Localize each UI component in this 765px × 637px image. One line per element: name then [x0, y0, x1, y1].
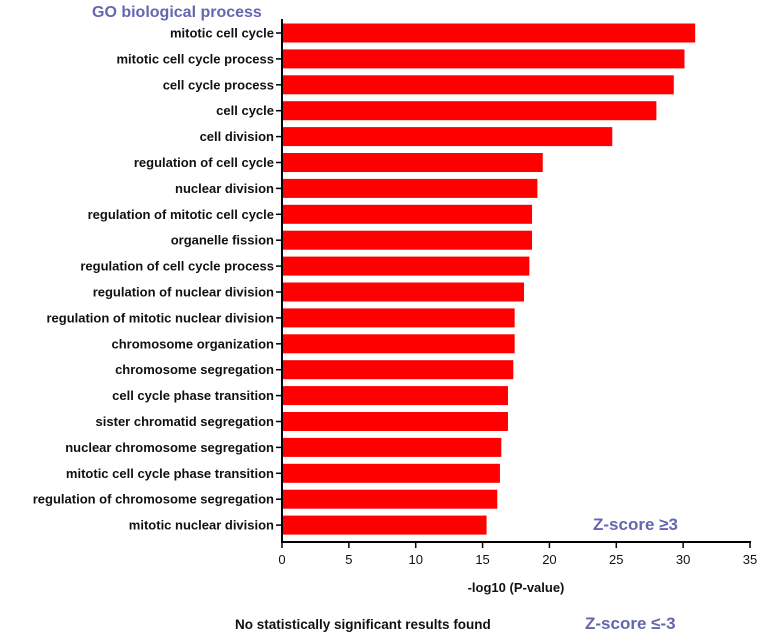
x-tick-label: 5	[345, 552, 352, 567]
bar	[282, 437, 502, 457]
category-label: sister chromatid segregation	[96, 414, 274, 429]
x-tick-label: 30	[676, 552, 690, 567]
x-tick-label: 20	[542, 552, 556, 567]
bar	[282, 412, 508, 431]
no-results-message: No statistically significant results fou…	[235, 617, 491, 632]
bar	[282, 256, 530, 276]
bar	[282, 178, 538, 198]
bar	[282, 360, 514, 380]
bar	[282, 204, 533, 224]
category-label: mitotic nuclear division	[129, 518, 274, 533]
x-tick-label: 25	[609, 552, 623, 567]
category-label: regulation of chromosome segregation	[33, 492, 274, 507]
bar	[282, 282, 525, 302]
category-label: nuclear chromosome segregation	[65, 440, 274, 455]
bar	[282, 230, 533, 250]
bar	[282, 463, 500, 483]
bar	[282, 127, 613, 147]
category-label: regulation of nuclear division	[93, 285, 274, 300]
x-tick-label: 10	[408, 552, 422, 567]
zscore-lower-label: Z-score ≤-3	[585, 614, 676, 633]
category-label: regulation of mitotic nuclear division	[46, 310, 274, 325]
category-label: mitotic cell cycle phase transition	[66, 466, 274, 481]
zscore-upper-label: Z-score ≥3	[593, 515, 678, 534]
bar	[282, 49, 685, 69]
bar-group	[282, 23, 696, 535]
chart-title: GO biological process	[92, 4, 262, 21]
x-axis-title: -log10 (P-value)	[468, 580, 565, 595]
category-label: organelle fission	[171, 233, 274, 248]
bar	[282, 23, 696, 43]
category-label: mitotic cell cycle	[170, 26, 274, 41]
bar	[282, 334, 515, 354]
category-label: cell cycle phase transition	[112, 388, 274, 403]
category-label: chromosome organization	[111, 336, 274, 351]
category-label: cell division	[200, 129, 274, 144]
category-label: regulation of cell cycle process	[80, 259, 274, 274]
bar	[282, 489, 498, 509]
x-tick-label: 35	[743, 552, 757, 567]
category-label: cell cycle process	[163, 77, 274, 92]
x-tick-label: 15	[475, 552, 489, 567]
category-label: chromosome segregation	[115, 362, 274, 377]
category-label: cell cycle	[216, 103, 274, 118]
category-label: nuclear division	[175, 181, 274, 196]
category-label: regulation of cell cycle	[134, 155, 274, 170]
category-label: mitotic cell cycle process	[116, 51, 274, 66]
category-labels: mitotic cell cycle mitotic cell cycle pro…	[33, 26, 282, 533]
bar	[282, 75, 674, 95]
bar	[282, 515, 487, 535]
bar	[282, 308, 515, 328]
bar	[282, 386, 508, 406]
x-axis-ticks: 0 5 10 15 20 25 30 35	[278, 542, 757, 567]
bar	[282, 101, 657, 121]
bar	[282, 153, 543, 172]
category-label: regulation of mitotic cell cycle	[88, 207, 274, 222]
x-tick-label: 0	[278, 552, 285, 567]
